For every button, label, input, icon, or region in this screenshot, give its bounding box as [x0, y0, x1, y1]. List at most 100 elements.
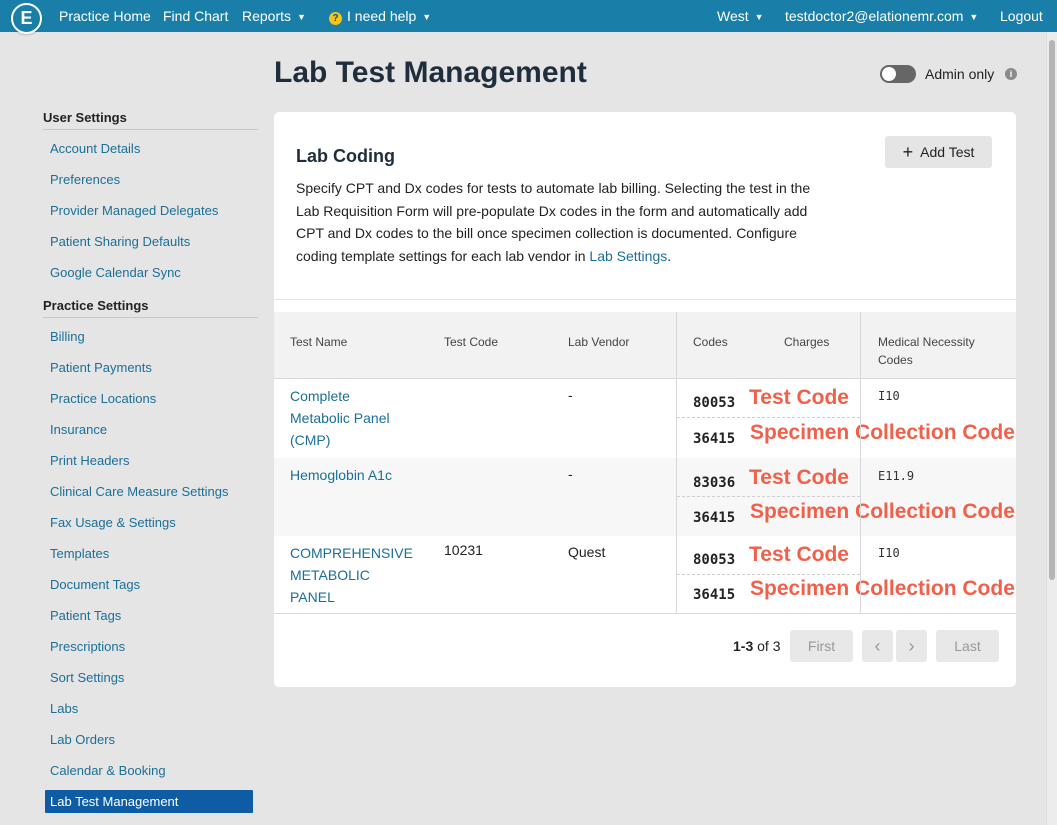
sidebar-item[interactable]: Insurance	[50, 422, 108, 437]
pagination-range: 1-3	[733, 638, 754, 654]
dx-code: I10	[878, 546, 900, 560]
nav-user-label: testdoctor2@elationemr.com	[785, 8, 964, 24]
admin-only-label: Admin only	[925, 66, 995, 82]
chevron-down-icon: ▼	[297, 12, 306, 22]
user-settings-heading: User Settings	[43, 110, 258, 130]
nav-location[interactable]: West ▼	[717, 8, 764, 24]
sidebar-item[interactable]: Fax Usage & Settings	[50, 515, 176, 530]
test-name-line: Metabolic Panel	[290, 410, 390, 426]
nav-logout[interactable]: Logout	[1000, 8, 1043, 24]
sidebar-item[interactable]: Document Tags	[50, 577, 141, 592]
info-icon[interactable]: i	[1005, 68, 1017, 80]
sidebar-item[interactable]: Print Headers	[50, 453, 130, 468]
top-nav: E Practice Home Find Chart Reports ▼ ? I n…	[0, 0, 1057, 34]
sidebar-item[interactable]: Practice Locations	[50, 391, 157, 406]
test-name-line: METABOLIC	[290, 567, 370, 583]
test-code-annotation: Test Code	[749, 543, 849, 566]
admin-only-toggle[interactable]	[880, 65, 916, 83]
nav-practice-home[interactable]: Practice Home	[59, 8, 151, 24]
nav-find-chart[interactable]: Find Chart	[163, 8, 229, 24]
th-test-name[interactable]: Test Name	[290, 335, 348, 349]
dx-code: E11.9	[878, 469, 915, 483]
lab-coding-card: Lab Coding + Add Test Specify CPT and Dx …	[274, 112, 1016, 687]
th-medical-necessity: Medical Necessity Codes	[878, 333, 975, 369]
table-row: Complete Metabolic Panel (CMP) - 80053 36415 T…	[274, 379, 1016, 458]
nav-reports[interactable]: Reports ▼	[242, 8, 306, 24]
cpt-code: 80053	[693, 395, 736, 411]
lab-vendor-cell: -	[568, 466, 573, 482]
divider	[274, 299, 1016, 300]
code-divider	[677, 496, 860, 497]
sidebar-item[interactable]: Lab Orders	[50, 732, 116, 747]
test-name-line: PANEL	[290, 589, 335, 605]
test-code-annotation: Test Code	[749, 466, 849, 489]
th-charges: Charges	[784, 335, 830, 349]
th-medical-necessity-line1: Medical Necessity	[878, 335, 975, 349]
test-name-link[interactable]: Hemoglobin A1c	[290, 464, 420, 486]
practice-settings-heading: Practice Settings	[43, 298, 258, 318]
sidebar-item[interactable]: Account Details	[50, 141, 141, 156]
table-row: COMPREHENSIVE METABOLIC PANEL 10231 Quest 800…	[274, 536, 1016, 613]
sidebar-item[interactable]: Calendar & Booking	[50, 763, 166, 778]
sidebar-item[interactable]: Google Calendar Sync	[50, 265, 181, 280]
first-page-button[interactable]: First	[790, 630, 853, 662]
add-test-button[interactable]: + Add Test	[885, 136, 992, 168]
lab-settings-link[interactable]: Lab Settings	[589, 247, 668, 264]
prev-page-button[interactable]: ‹	[862, 630, 893, 662]
nav-reports-label: Reports	[242, 8, 292, 24]
nav-user[interactable]: testdoctor2@elationemr.com ▼	[785, 8, 978, 24]
sidebar-item[interactable]: Clinical Care Measure Settings	[50, 484, 229, 499]
test-name-line: Complete	[290, 388, 350, 404]
test-name-link[interactable]: COMPREHENSIVE METABOLIC PANEL	[290, 542, 420, 608]
description-text: Specify CPT and Dx codes for tests to au…	[296, 180, 811, 264]
cpt-code: 80053	[693, 552, 736, 568]
page-title: Lab Test Management	[274, 56, 587, 89]
sidebar-item[interactable]: Billing	[50, 329, 85, 344]
code-divider	[677, 574, 860, 575]
chevron-down-icon: ▼	[422, 12, 432, 22]
sidebar-item[interactable]: Patient Sharing Defaults	[50, 234, 191, 249]
th-lab-vendor[interactable]: Lab Vendor	[568, 335, 630, 349]
elation-logo-icon[interactable]: E	[11, 3, 42, 34]
add-test-label: Add Test	[920, 144, 975, 160]
next-page-button[interactable]: ›	[896, 630, 927, 662]
th-test-code[interactable]: Test Code	[444, 335, 499, 349]
sidebar-item[interactable]: Prescriptions	[50, 639, 126, 654]
last-page-button[interactable]: Last	[936, 630, 999, 662]
table-row: Hemoglobin A1c - 83036 36415 Test Code Specim…	[274, 458, 1016, 536]
sidebar-item[interactable]: Patient Payments	[50, 360, 152, 375]
test-name-line: Hemoglobin A1c	[290, 467, 392, 483]
sidebar-item[interactable]: Labs	[50, 701, 79, 716]
pagination-total: 3	[772, 638, 781, 654]
test-name-link[interactable]: Complete Metabolic Panel (CMP)	[290, 385, 420, 451]
sidebar-item[interactable]: Templates	[50, 546, 110, 561]
page-scrollbar[interactable]	[1046, 32, 1057, 825]
description-end: .	[667, 247, 672, 264]
sidebar-item[interactable]: Sort Settings	[50, 670, 125, 685]
scrollbar-thumb[interactable]	[1049, 40, 1055, 580]
column-divider	[860, 312, 861, 614]
sidebar-item[interactable]: Provider Managed Delegates	[50, 203, 219, 218]
cpt-code: 83036	[693, 475, 736, 491]
chevron-down-icon: ▼	[969, 12, 979, 22]
sidebar-item-active[interactable]: Lab Test Management	[45, 790, 253, 813]
specimen-code-annotation: Specimen Collection Code	[750, 500, 1015, 523]
test-code-annotation: Test Code	[749, 386, 849, 409]
test-name-line: (CMP)	[290, 432, 331, 448]
specimen-code-annotation: Specimen Collection Code	[750, 421, 1015, 444]
sidebar-item[interactable]: Patient Tags	[50, 608, 122, 623]
nav-help[interactable]: ? I need help ▼	[329, 8, 431, 25]
lab-vendor-cell: Quest	[568, 544, 606, 560]
card-title: Lab Coding	[296, 146, 395, 166]
th-medical-necessity-line2: Codes	[878, 353, 913, 367]
user-settings-list: Account Details Preferences Provider Manag…	[43, 133, 258, 288]
sidebar-item[interactable]: Preferences	[50, 172, 121, 187]
column-divider	[676, 312, 677, 614]
help-icon: ?	[329, 12, 342, 25]
th-codes: Codes	[693, 335, 728, 349]
specimen-cpt-code: 36415	[693, 431, 736, 447]
settings-sidebar: User Settings Account Details Preferences…	[43, 110, 258, 813]
pagination-of: of	[757, 638, 769, 654]
dx-code: I10	[878, 389, 900, 403]
code-divider	[677, 417, 860, 418]
